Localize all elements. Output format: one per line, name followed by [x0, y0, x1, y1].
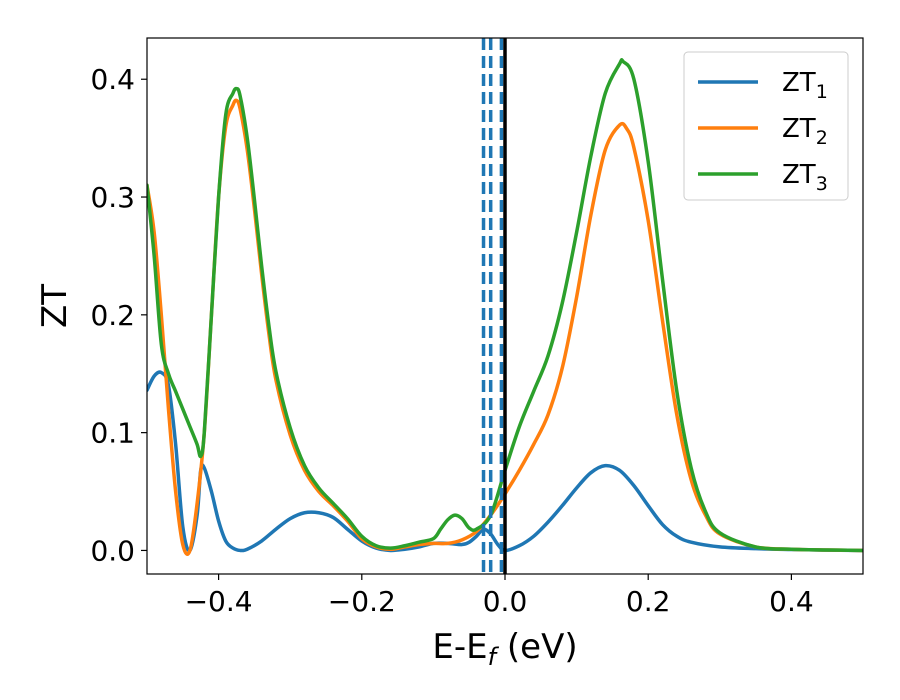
series-line-zt3	[147, 58, 863, 553]
y-tick-label: 0.3	[90, 181, 135, 214]
reference-lines	[481, 38, 507, 574]
x-axis-title: E-Ef (eV)	[432, 627, 577, 671]
y-tick-label: 0.0	[90, 534, 135, 567]
legend-label-zt2: ZT2	[782, 114, 828, 149]
x-tick-label: −0.2	[328, 585, 396, 618]
x-axis-ticks: −0.4 −0.2 0.0 0.2 0.4	[185, 574, 814, 618]
legend-label-zt3: ZT3	[782, 160, 828, 195]
series-line-zt1	[147, 370, 863, 553]
y-tick-label: 0.1	[90, 417, 135, 450]
y-axis-ticks: 0.0 0.1 0.2 0.3 0.4	[90, 63, 147, 567]
x-tick-label: 0.0	[483, 585, 528, 618]
legend-box	[683, 51, 849, 201]
y-axis-title: ZT	[35, 284, 75, 328]
x-tick-label: 0.4	[769, 585, 814, 618]
legend: ZT1 ZT2 ZT3	[683, 51, 849, 201]
x-tick-label: 0.2	[626, 585, 671, 618]
y-tick-label: 0.2	[90, 299, 135, 332]
series-layer	[147, 58, 863, 556]
y-tick-label: 0.4	[90, 63, 135, 96]
legend-label-zt1: ZT1	[782, 68, 828, 103]
x-tick-label: −0.4	[185, 585, 253, 618]
